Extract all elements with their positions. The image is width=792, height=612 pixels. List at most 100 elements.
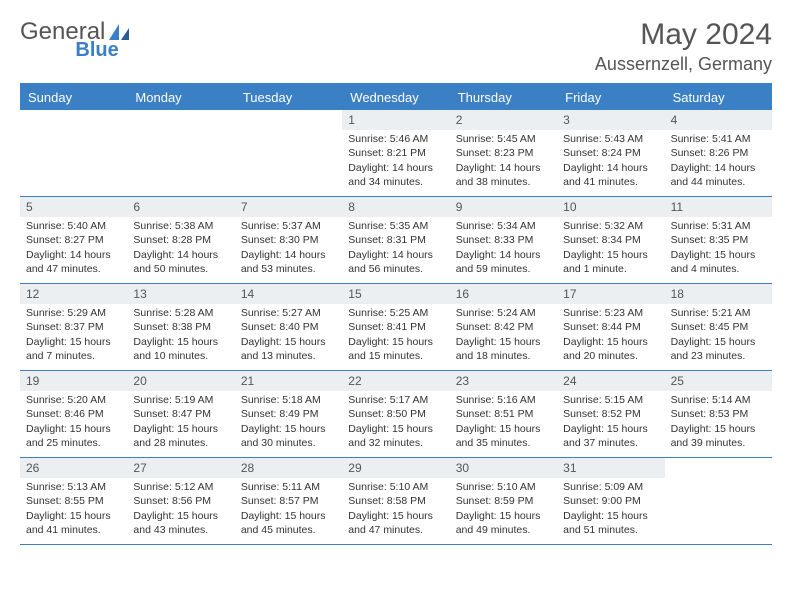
sunset-text: Sunset: 8:55 PM (26, 494, 121, 508)
day-number (127, 110, 234, 130)
day-body: Sunrise: 5:10 AMSunset: 8:59 PMDaylight:… (450, 478, 557, 541)
sunrise-text: Sunrise: 5:35 AM (348, 219, 443, 233)
day-body: Sunrise: 5:31 AMSunset: 8:35 PMDaylight:… (665, 217, 772, 280)
sunset-text: Sunset: 8:44 PM (563, 320, 658, 334)
day-cell: 11Sunrise: 5:31 AMSunset: 8:35 PMDayligh… (665, 197, 772, 283)
day-number: 13 (127, 284, 234, 304)
day-cell: 25Sunrise: 5:14 AMSunset: 8:53 PMDayligh… (665, 371, 772, 457)
sunrise-text: Sunrise: 5:14 AM (671, 393, 766, 407)
day-number (665, 458, 772, 478)
sunset-text: Sunset: 8:35 PM (671, 233, 766, 247)
week-row: 5Sunrise: 5:40 AMSunset: 8:27 PMDaylight… (20, 197, 772, 284)
logo: General Blue (20, 18, 179, 46)
day-cell: 28Sunrise: 5:11 AMSunset: 8:57 PMDayligh… (235, 458, 342, 544)
daylight-text: Daylight: 15 hours and 13 minutes. (241, 335, 336, 363)
day-body: Sunrise: 5:40 AMSunset: 8:27 PMDaylight:… (20, 217, 127, 280)
sunset-text: Sunset: 8:51 PM (456, 407, 551, 421)
daylight-text: Daylight: 15 hours and 39 minutes. (671, 422, 766, 450)
week-row: 12Sunrise: 5:29 AMSunset: 8:37 PMDayligh… (20, 284, 772, 371)
day-body: Sunrise: 5:24 AMSunset: 8:42 PMDaylight:… (450, 304, 557, 367)
day-cell (20, 110, 127, 196)
sunset-text: Sunset: 8:38 PM (133, 320, 228, 334)
day-number: 28 (235, 458, 342, 478)
sunset-text: Sunset: 8:40 PM (241, 320, 336, 334)
day-cell (235, 110, 342, 196)
day-body: Sunrise: 5:20 AMSunset: 8:46 PMDaylight:… (20, 391, 127, 454)
sunrise-text: Sunrise: 5:17 AM (348, 393, 443, 407)
day-body: Sunrise: 5:43 AMSunset: 8:24 PMDaylight:… (557, 130, 664, 193)
day-body: Sunrise: 5:17 AMSunset: 8:50 PMDaylight:… (342, 391, 449, 454)
day-cell: 27Sunrise: 5:12 AMSunset: 8:56 PMDayligh… (127, 458, 234, 544)
day-number: 5 (20, 197, 127, 217)
day-body: Sunrise: 5:41 AMSunset: 8:26 PMDaylight:… (665, 130, 772, 193)
day-number: 16 (450, 284, 557, 304)
sunset-text: Sunset: 8:56 PM (133, 494, 228, 508)
daylight-text: Daylight: 15 hours and 4 minutes. (671, 248, 766, 276)
day-cell: 29Sunrise: 5:10 AMSunset: 8:58 PMDayligh… (342, 458, 449, 544)
day-cell: 31Sunrise: 5:09 AMSunset: 9:00 PMDayligh… (557, 458, 664, 544)
day-number: 6 (127, 197, 234, 217)
day-body: Sunrise: 5:21 AMSunset: 8:45 PMDaylight:… (665, 304, 772, 367)
day-body: Sunrise: 5:46 AMSunset: 8:21 PMDaylight:… (342, 130, 449, 193)
day-number: 20 (127, 371, 234, 391)
sunrise-text: Sunrise: 5:32 AM (563, 219, 658, 233)
daylight-text: Daylight: 15 hours and 10 minutes. (133, 335, 228, 363)
daylight-text: Daylight: 14 hours and 59 minutes. (456, 248, 551, 276)
day-number: 14 (235, 284, 342, 304)
header: General Blue May 2024 Aussernzell, Germa… (20, 18, 772, 75)
day-number: 27 (127, 458, 234, 478)
sunrise-text: Sunrise: 5:11 AM (241, 480, 336, 494)
day-cell: 16Sunrise: 5:24 AMSunset: 8:42 PMDayligh… (450, 284, 557, 370)
daylight-text: Daylight: 15 hours and 25 minutes. (26, 422, 121, 450)
day-header-tue: Tuesday (235, 85, 342, 110)
sunrise-text: Sunrise: 5:21 AM (671, 306, 766, 320)
sunset-text: Sunset: 8:34 PM (563, 233, 658, 247)
day-cell: 2Sunrise: 5:45 AMSunset: 8:23 PMDaylight… (450, 110, 557, 196)
sunset-text: Sunset: 8:58 PM (348, 494, 443, 508)
daylight-text: Daylight: 15 hours and 51 minutes. (563, 509, 658, 537)
daylight-text: Daylight: 15 hours and 23 minutes. (671, 335, 766, 363)
day-number: 8 (342, 197, 449, 217)
day-body: Sunrise: 5:16 AMSunset: 8:51 PMDaylight:… (450, 391, 557, 454)
sunset-text: Sunset: 8:50 PM (348, 407, 443, 421)
day-cell: 10Sunrise: 5:32 AMSunset: 8:34 PMDayligh… (557, 197, 664, 283)
daylight-text: Daylight: 15 hours and 41 minutes. (26, 509, 121, 537)
day-number: 9 (450, 197, 557, 217)
day-number: 2 (450, 110, 557, 130)
sunrise-text: Sunrise: 5:20 AM (26, 393, 121, 407)
daylight-text: Daylight: 15 hours and 35 minutes. (456, 422, 551, 450)
day-header-row: Sunday Monday Tuesday Wednesday Thursday… (20, 85, 772, 110)
day-body: Sunrise: 5:13 AMSunset: 8:55 PMDaylight:… (20, 478, 127, 541)
sunrise-text: Sunrise: 5:28 AM (133, 306, 228, 320)
day-cell: 30Sunrise: 5:10 AMSunset: 8:59 PMDayligh… (450, 458, 557, 544)
day-number: 31 (557, 458, 664, 478)
day-cell: 17Sunrise: 5:23 AMSunset: 8:44 PMDayligh… (557, 284, 664, 370)
day-body: Sunrise: 5:15 AMSunset: 8:52 PMDaylight:… (557, 391, 664, 454)
sunset-text: Sunset: 8:27 PM (26, 233, 121, 247)
sunset-text: Sunset: 9:00 PM (563, 494, 658, 508)
week-row: 1Sunrise: 5:46 AMSunset: 8:21 PMDaylight… (20, 110, 772, 197)
day-body: Sunrise: 5:09 AMSunset: 9:00 PMDaylight:… (557, 478, 664, 541)
sunrise-text: Sunrise: 5:09 AM (563, 480, 658, 494)
day-number (20, 110, 127, 130)
day-number: 1 (342, 110, 449, 130)
daylight-text: Daylight: 15 hours and 45 minutes. (241, 509, 336, 537)
sunrise-text: Sunrise: 5:31 AM (671, 219, 766, 233)
day-body: Sunrise: 5:35 AMSunset: 8:31 PMDaylight:… (342, 217, 449, 280)
sunset-text: Sunset: 8:49 PM (241, 407, 336, 421)
calendar-body: 1Sunrise: 5:46 AMSunset: 8:21 PMDaylight… (20, 110, 772, 545)
day-body: Sunrise: 5:19 AMSunset: 8:47 PMDaylight:… (127, 391, 234, 454)
sunrise-text: Sunrise: 5:45 AM (456, 132, 551, 146)
daylight-text: Daylight: 15 hours and 49 minutes. (456, 509, 551, 537)
week-row: 26Sunrise: 5:13 AMSunset: 8:55 PMDayligh… (20, 458, 772, 545)
daylight-text: Daylight: 15 hours and 15 minutes. (348, 335, 443, 363)
day-cell: 1Sunrise: 5:46 AMSunset: 8:21 PMDaylight… (342, 110, 449, 196)
day-body: Sunrise: 5:11 AMSunset: 8:57 PMDaylight:… (235, 478, 342, 541)
daylight-text: Daylight: 15 hours and 28 minutes. (133, 422, 228, 450)
day-number: 10 (557, 197, 664, 217)
daylight-text: Daylight: 14 hours and 50 minutes. (133, 248, 228, 276)
day-body: Sunrise: 5:29 AMSunset: 8:37 PMDaylight:… (20, 304, 127, 367)
daylight-text: Daylight: 14 hours and 44 minutes. (671, 161, 766, 189)
day-header-wed: Wednesday (342, 85, 449, 110)
day-header-sat: Saturday (665, 85, 772, 110)
